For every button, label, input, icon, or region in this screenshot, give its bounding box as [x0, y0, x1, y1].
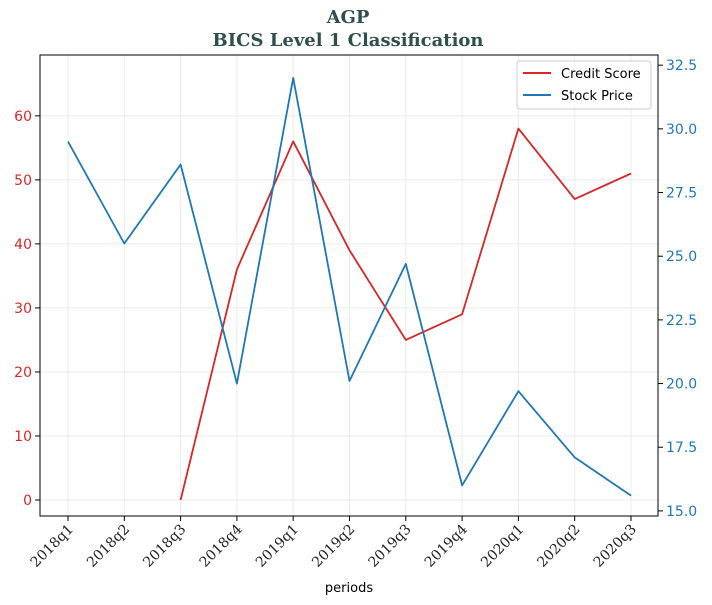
x-tick-label: 2020q2	[534, 522, 583, 571]
left-y-tick-label: 60	[14, 109, 32, 125]
right-y-tick-label: 20.0	[666, 377, 697, 393]
left-y-tick-label: 30	[14, 301, 32, 317]
right-y-tick-label: 27.5	[666, 186, 697, 202]
right-y-axis: 15.0 17.5 20.0 22.5 25.0 27.5 30.0 32.5	[658, 58, 697, 520]
x-tick-label: 2020q1	[478, 522, 527, 571]
x-tick-label: 2018q4	[197, 521, 246, 570]
series-line-stock-price	[67, 77, 632, 497]
right-y-tick-label: 15.0	[666, 504, 697, 520]
right-y-tick-label: 30.0	[666, 122, 697, 138]
x-tick-label: 2020q3	[591, 522, 640, 571]
chart-title: AGP	[326, 7, 370, 28]
x-tick-label: 2019q3	[365, 522, 414, 571]
series-lines	[67, 77, 632, 501]
x-tick-label: 2018q2	[84, 522, 133, 571]
right-y-tick-label: 25.0	[666, 249, 697, 265]
left-y-tick-label: 50	[14, 173, 32, 189]
x-axis: 2018q1 2018q2 2018q3 2018q4 2019q1 2019q2 2019…	[28, 516, 640, 571]
right-y-tick-label: 22.5	[666, 313, 697, 329]
chart-subtitle: BICS Level 1 Classification	[212, 30, 483, 51]
x-tick-label: 2019q4	[422, 521, 471, 570]
x-tick-label: 2018q1	[28, 522, 77, 571]
legend-label-stock-price: Stock Price	[561, 89, 633, 104]
x-tick-label: 2019q2	[309, 522, 358, 571]
left-y-tick-label: 20	[14, 365, 32, 381]
left-y-axis: 0 10 20 30 40 50 60	[14, 109, 40, 509]
right-y-tick-label: 32.5	[666, 58, 697, 74]
series-line-credit-score	[179, 127, 632, 501]
left-y-tick-label: 10	[14, 429, 32, 445]
x-axis-label: periods	[325, 581, 373, 596]
grid	[40, 55, 658, 516]
right-y-tick-label: 17.5	[666, 440, 697, 456]
left-y-tick-label: 40	[14, 237, 32, 253]
left-y-tick-label: 0	[23, 493, 32, 509]
x-tick-label: 2018q3	[140, 522, 189, 571]
legend: Credit Score Stock Price	[516, 60, 652, 110]
x-tick-label: 2019q1	[253, 522, 302, 571]
legend-label-credit-score: Credit Score	[561, 67, 641, 82]
